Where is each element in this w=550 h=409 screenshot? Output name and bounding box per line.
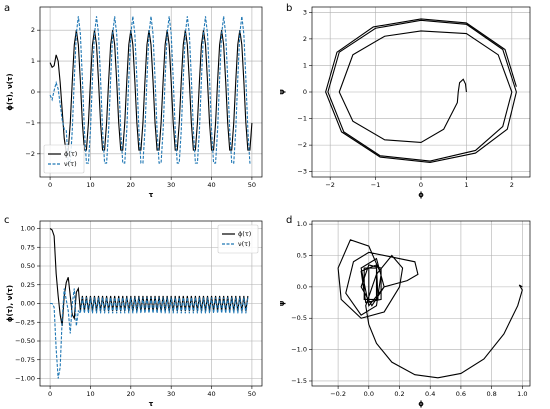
panel-label: b	[286, 3, 292, 14]
y-tick-label: 3	[303, 8, 307, 16]
x-tick-label: 0.0	[364, 390, 374, 398]
x-tick-label: 40	[207, 390, 215, 398]
series-line	[337, 239, 523, 379]
y-tick-label: 0.25	[21, 281, 35, 289]
panel-label: a	[4, 3, 10, 14]
x-tick-label: 0	[48, 390, 52, 398]
y-tick-label: 1.00	[21, 225, 35, 233]
y-tick-label: 0	[303, 88, 307, 96]
series-line	[49, 16, 252, 164]
series-line	[50, 288, 249, 379]
legend-box	[43, 144, 85, 174]
y-tick-label: 1.0	[297, 220, 307, 228]
y-tick-label: −1	[297, 115, 307, 123]
x-axis-label: ϕ	[418, 400, 424, 408]
y-tick-label: −0.50	[15, 337, 35, 345]
y-tick-label: 2	[303, 35, 307, 43]
x-tick-label: −0.2	[330, 390, 346, 398]
y-tick-label: 0	[31, 88, 35, 96]
series-line	[325, 18, 517, 163]
axes-frame	[39, 6, 263, 178]
x-tick-label: 30	[167, 390, 175, 398]
y-tick-label: 0.75	[21, 243, 35, 251]
y-tick-label: 0.50	[21, 262, 35, 270]
panel-label: c	[4, 215, 10, 226]
x-tick-label: 1	[464, 181, 468, 189]
legend-box	[217, 224, 259, 254]
series-line	[49, 30, 253, 154]
legend-label: ϕ(τ)	[64, 150, 77, 158]
y-tick-label: −1.5	[291, 377, 307, 385]
legend-label: ϕ(τ)	[238, 230, 251, 238]
y-tick-label: 0.00	[21, 300, 35, 308]
y-tick-label: −3	[297, 168, 307, 176]
axes-frame	[311, 6, 531, 178]
x-axis-label: τ	[149, 191, 154, 199]
x-tick-label: 0.6	[456, 390, 466, 398]
x-tick-label: −2	[325, 181, 335, 189]
axes-frame	[311, 220, 531, 387]
x-tick-label: 30	[167, 181, 175, 189]
y-axis-label: ϕ(τ), ν(τ)	[6, 73, 14, 110]
y-tick-label: −0.75	[15, 356, 35, 364]
subplot: d −0.2 0.0 0.2 0.4 0.6 0.8 1.0 −1.5 −1.0 −0.5 0.0 0.…	[278, 215, 531, 408]
x-tick-label: 2	[510, 181, 514, 189]
x-tick-label: 10	[86, 390, 94, 398]
legend-label: ν(τ)	[64, 160, 77, 168]
x-tick-label: 50	[248, 181, 256, 189]
y-axis-label: ψ	[278, 89, 286, 95]
y-tick-label: −2	[297, 141, 307, 149]
x-tick-label: 1.0	[517, 390, 527, 398]
axes-frame	[39, 220, 263, 387]
y-tick-label: 2	[31, 26, 35, 34]
y-axis-label: ψ	[278, 300, 286, 306]
subplot: c 0 10 20 30 40 50 −1.00 −0.75 −0.50 −0.25 0.00 0.25…	[4, 215, 263, 408]
y-tick-label: −0.5	[291, 314, 307, 322]
subplot: b −2 −1 0 1 2 −3 −2 −1 0 1 2 3 ϕ ψ	[278, 3, 531, 199]
subplot: a 0 10 20 30 40 50 −2 −1 0 1 2 τ ϕ(τ), ν(τ) ϕ(τ) ν(τ)	[4, 3, 263, 199]
x-tick-label: 0	[48, 181, 52, 189]
y-tick-label: 1	[303, 61, 307, 69]
y-tick-label: −1	[25, 119, 35, 127]
x-tick-label: 0	[419, 181, 423, 189]
x-tick-label: 0.8	[486, 390, 496, 398]
x-axis-label: τ	[149, 400, 154, 408]
y-axis-label: ϕ(τ), ν(τ)	[6, 285, 14, 322]
y-tick-label: 0.5	[297, 252, 307, 260]
y-tick-label: −0.25	[15, 318, 35, 326]
x-tick-label: 20	[127, 181, 135, 189]
x-tick-label: 20	[127, 390, 135, 398]
y-tick-label: −1.00	[15, 375, 35, 383]
y-tick-label: −1.0	[291, 346, 307, 354]
x-tick-label: 10	[86, 181, 94, 189]
x-axis-label: ϕ	[418, 191, 424, 199]
x-tick-label: 0.4	[425, 390, 435, 398]
x-tick-label: 0.2	[394, 390, 404, 398]
y-tick-label: −2	[25, 150, 35, 158]
y-tick-label: 1	[31, 57, 35, 65]
x-tick-label: 40	[207, 181, 215, 189]
x-tick-label: −1	[371, 181, 381, 189]
y-tick-label: 0.0	[297, 283, 307, 291]
legend-label: ν(τ)	[238, 240, 251, 248]
panel-label: d	[286, 215, 292, 226]
x-tick-label: 50	[248, 390, 256, 398]
